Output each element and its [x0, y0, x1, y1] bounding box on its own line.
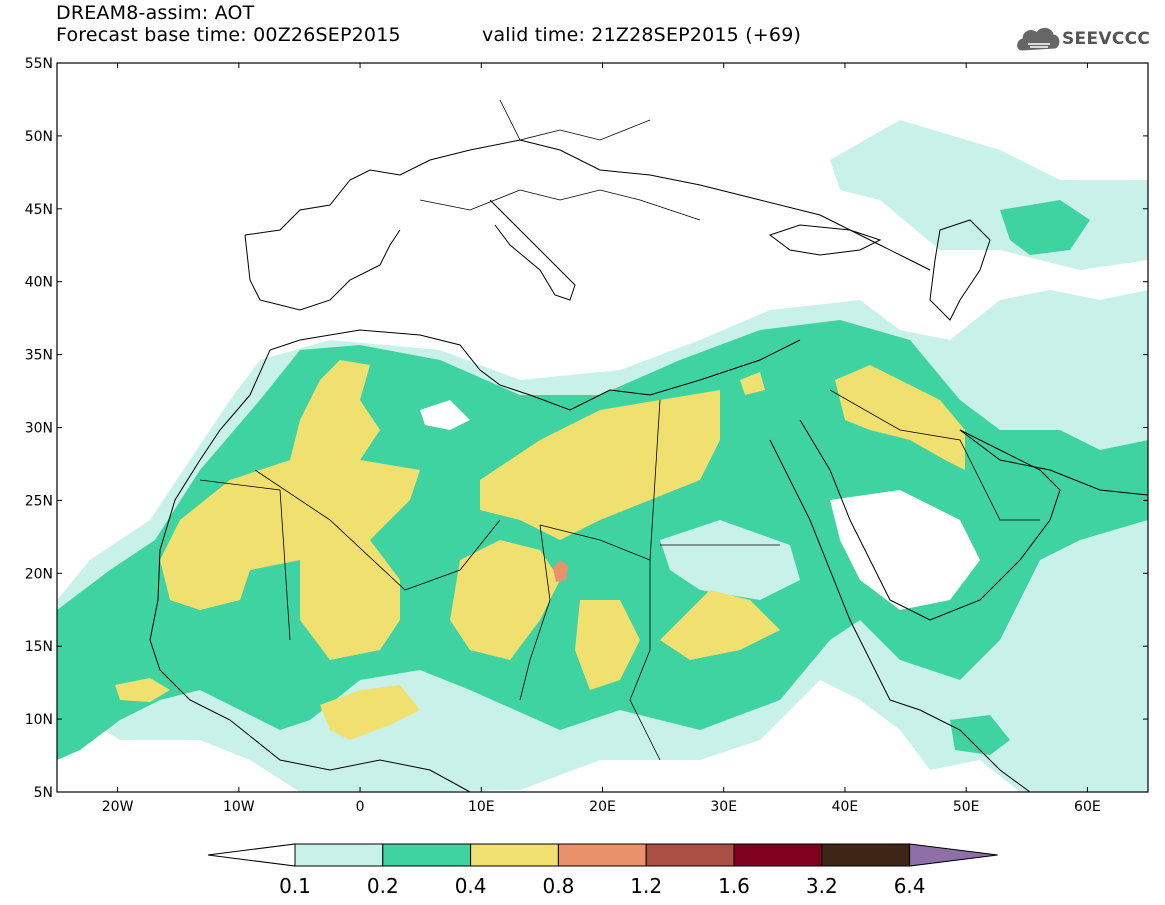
lat-label: 25N [25, 493, 53, 509]
cloud-icon [1017, 27, 1060, 51]
lat-label: 30N [25, 421, 53, 437]
aot-level-0.4-region [115, 678, 170, 702]
colorbar-swatch [733, 843, 823, 867]
lon-label: 10W [223, 799, 255, 815]
coastline-west-africa [149, 394, 471, 793]
latitude-axis: 55N 50N 45N 40N 35N 30N 25N 20N 15N 10N 5N [25, 56, 1148, 801]
coastline-arabia [799, 419, 1061, 621]
aot-level-0.4-region [160, 360, 420, 660]
lat-label: 35N [25, 348, 53, 364]
coastline-black-sea [768, 224, 882, 256]
colorbar: 0.1 0.2 0.4 0.8 1.2 1.6 3.2 6.4 [207, 843, 998, 898]
colorbar-label: 1.6 [718, 874, 750, 898]
aot-level-0.2-region [950, 715, 1010, 755]
lat-label: 10N [25, 712, 53, 728]
longitude-axis: 20W 10W 0 10E 20E 30E 40E 50E 60E [102, 63, 1101, 815]
lon-label: 20E [589, 799, 616, 815]
coastline-iberia [244, 229, 401, 311]
dust-fields [57, 63, 1148, 792]
border-libya-chad [539, 399, 661, 561]
colorbar-label: 0.8 [542, 874, 574, 898]
aot-level-0.4-region [660, 590, 780, 660]
colorbar-label: 1.2 [630, 874, 662, 898]
logo-text: SEEVCCC [1062, 29, 1151, 49]
lon-label: 30E [710, 799, 737, 815]
lat-label: 15N [25, 639, 53, 655]
borders [199, 99, 1040, 761]
aot-level-0.2-region [1000, 200, 1090, 255]
aot-level-0.4-region [480, 390, 720, 540]
colorbar-under-arrow [207, 843, 296, 867]
coastline-europe [244, 139, 931, 271]
coastlines [149, 139, 1149, 793]
coastline-north-africa [249, 329, 801, 411]
colorbar-swatch [557, 843, 647, 867]
border-algeria-mali [254, 469, 501, 591]
aot-level-0.4-region [320, 685, 420, 740]
coastline-caspian [929, 219, 991, 321]
coastline-italy [489, 199, 576, 301]
colorbar-label: 0.2 [367, 874, 399, 898]
border-sudan [629, 560, 661, 761]
forecast-base-time: Forecast base time: 00Z26SEP2015 [56, 24, 401, 46]
lon-label: 50E [953, 799, 980, 815]
border-europe-2 [499, 99, 651, 141]
colorbar-swatch [470, 843, 559, 867]
coastline-horn-africa [889, 699, 1031, 793]
aot-low-region [420, 400, 470, 430]
colorbar-label: 3.2 [806, 874, 838, 898]
lat-label: 20N [25, 566, 53, 582]
lat-label: 5N [34, 785, 53, 801]
colorbar-label: 0.4 [455, 874, 487, 898]
border-mali-mauritania [199, 479, 291, 641]
border-saudi [829, 389, 1040, 521]
coastline-persia [959, 429, 1149, 496]
aot-low-region [660, 520, 800, 600]
valid-time: valid time: 21Z28SEP2015 (+69) [482, 24, 802, 46]
lon-label: 60E [1074, 799, 1101, 815]
seevccc-logo [1017, 27, 1060, 51]
lat-label: 50N [25, 129, 53, 145]
lon-label: 0 [356, 799, 365, 815]
colorbar-swatch [294, 843, 384, 867]
border-niger-chad [519, 524, 551, 701]
lat-label: 45N [25, 202, 53, 218]
colorbar-swatch [821, 843, 911, 867]
lat-label: 55N [25, 56, 53, 72]
lon-label: 20W [102, 799, 134, 815]
aot-level-0.4-region [740, 372, 765, 395]
colorbar-label: 6.4 [894, 874, 926, 898]
aot-level-0.4-region [575, 600, 640, 690]
colorbar-swatch [645, 843, 735, 867]
colorbar-over-arrow [909, 843, 998, 867]
map-title: DREAM8-assim: AOT [56, 2, 255, 24]
aot-level-0.8-region [553, 560, 568, 582]
aot-low-region [830, 490, 980, 610]
aot-level-0.4-region [450, 540, 560, 660]
lat-label: 40N [25, 275, 53, 291]
colorbar-swatch [382, 843, 472, 867]
lon-label: 40E [832, 799, 859, 815]
border-europe-1 [419, 189, 701, 221]
coastline-red-sea [769, 439, 891, 701]
colorbar-label: 0.1 [279, 874, 311, 898]
aot-level-0.4-region [835, 365, 965, 470]
lon-label: 10E [468, 799, 495, 815]
